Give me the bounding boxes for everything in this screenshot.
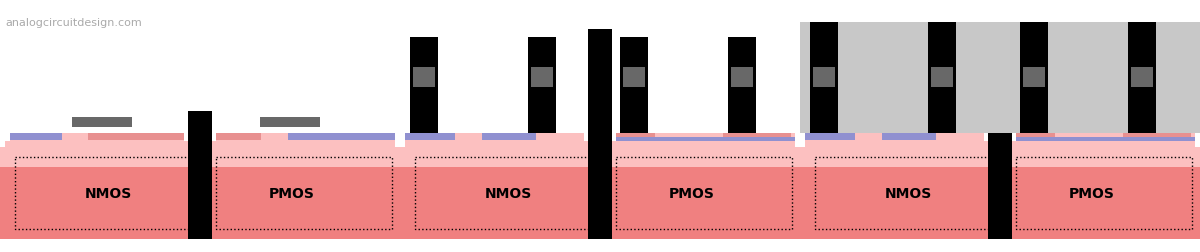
Bar — [588, 30, 612, 239]
Bar — [216, 134, 395, 147]
Bar — [1132, 68, 1153, 88]
Bar — [260, 117, 320, 128]
Bar — [216, 158, 392, 229]
Bar — [216, 134, 260, 143]
Bar — [616, 134, 655, 143]
Bar — [413, 68, 436, 88]
Bar — [1123, 134, 1192, 143]
Bar — [931, 68, 953, 88]
Bar — [16, 158, 191, 229]
Bar — [724, 134, 792, 143]
Bar — [620, 38, 648, 134]
Bar — [72, 117, 132, 128]
Bar — [10, 140, 184, 147]
Bar — [89, 134, 184, 143]
Bar — [406, 140, 584, 147]
Bar — [406, 134, 584, 147]
Bar — [616, 158, 792, 229]
Bar — [10, 134, 184, 147]
Bar — [288, 134, 395, 143]
Bar — [0, 147, 400, 167]
Bar — [988, 30, 1012, 239]
Bar — [188, 112, 212, 239]
Bar — [10, 134, 62, 143]
Bar — [5, 141, 395, 147]
Bar — [400, 147, 800, 239]
Bar — [1020, 23, 1048, 134]
Bar — [616, 140, 796, 147]
Bar — [400, 147, 800, 167]
Bar — [532, 68, 553, 88]
Text: PMOS: PMOS — [269, 186, 314, 200]
Bar — [482, 134, 535, 143]
Bar — [1024, 68, 1045, 88]
Bar — [805, 141, 1195, 147]
Bar — [800, 147, 1200, 239]
Bar — [406, 134, 455, 143]
Bar — [400, 0, 800, 252]
Text: NMOS: NMOS — [884, 186, 931, 200]
Bar — [410, 38, 438, 134]
Bar — [616, 137, 796, 141]
Text: PMOS: PMOS — [1069, 186, 1115, 200]
Bar — [415, 158, 592, 229]
Bar — [728, 38, 756, 134]
Bar — [1016, 137, 1195, 141]
Text: PMOS: PMOS — [670, 186, 715, 200]
Bar — [0, 147, 400, 239]
Bar — [882, 134, 936, 143]
Bar — [800, 0, 1200, 252]
Bar — [1016, 158, 1192, 229]
Bar — [1016, 134, 1055, 143]
Bar — [616, 134, 796, 147]
Bar — [805, 134, 984, 147]
Bar — [810, 23, 838, 134]
Bar — [815, 158, 991, 229]
Bar — [928, 23, 956, 134]
Bar — [800, 147, 1200, 167]
Bar — [406, 141, 796, 147]
Bar — [623, 68, 646, 88]
Text: NMOS: NMOS — [485, 186, 532, 200]
Text: NMOS: NMOS — [84, 186, 132, 200]
Bar — [1016, 134, 1195, 147]
Bar — [814, 68, 835, 88]
Bar — [0, 0, 400, 252]
Bar — [731, 68, 754, 88]
Text: analogcircuitdesign.com: analogcircuitdesign.com — [5, 18, 142, 28]
Bar — [528, 38, 556, 134]
Bar — [1128, 23, 1156, 134]
Bar — [800, 23, 1200, 134]
Bar — [1016, 140, 1195, 147]
Bar — [216, 140, 395, 147]
Bar — [805, 140, 984, 147]
Bar — [805, 134, 856, 143]
